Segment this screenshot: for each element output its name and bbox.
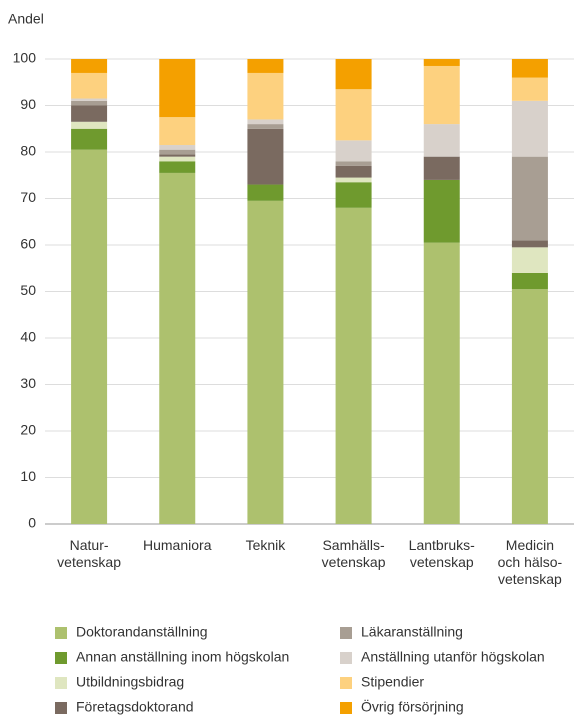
bar-segment [71, 128, 108, 150]
y-tick-label: 20 [20, 422, 36, 438]
bar-segment [423, 156, 460, 180]
legend-swatch [340, 677, 352, 689]
bar-segment [423, 65, 460, 125]
bar-segment [511, 272, 548, 290]
bar-segment [71, 149, 108, 525]
bar-segment [423, 242, 460, 525]
bar-segment [159, 59, 196, 118]
bar-segment [71, 105, 108, 122]
y-tick-label: 50 [20, 282, 36, 298]
x-tick-label: Medicin och hälso-vetenskap [498, 537, 563, 587]
legend-swatch [340, 652, 352, 664]
bar-segment [511, 59, 548, 78]
bar-segment [159, 145, 196, 150]
legend-label: Läkaranställning [361, 624, 463, 640]
legend-swatch [340, 702, 352, 714]
bar-segment [335, 177, 372, 183]
y-tick-label: 100 [13, 50, 37, 66]
bar-segment [159, 172, 196, 525]
legend-label: Företagsdoktorand [76, 699, 194, 715]
x-tick-label: Humaniora [143, 537, 212, 553]
x-tick-label: Natur-vetenskap [57, 537, 121, 570]
bar-segment [71, 59, 108, 73]
legend-swatch [55, 677, 67, 689]
legend-swatch [55, 702, 67, 714]
bar-segment [159, 161, 196, 173]
legend-label: Doktorandanställning [76, 624, 208, 640]
legend-swatch [55, 652, 67, 664]
bar-segment [511, 100, 548, 157]
bar-segment [247, 124, 284, 129]
bar-segment [71, 100, 108, 106]
bar-segment [247, 184, 284, 201]
bar-segment [159, 149, 196, 155]
legend-label: Övrig försörjning [361, 698, 464, 715]
y-axis-label: Andel [8, 11, 44, 27]
bar-segment [335, 182, 372, 208]
bar-segment [247, 128, 284, 185]
x-tick-label: Teknik [246, 537, 287, 553]
bar-segment [159, 156, 196, 162]
y-tick-label: 70 [20, 189, 36, 205]
legend-label: Stipendier [361, 674, 424, 690]
bar-segment [335, 59, 372, 90]
y-tick-label: 80 [20, 143, 36, 159]
bar-segment [247, 72, 284, 120]
bar-segment [159, 154, 196, 157]
y-tick-label: 10 [20, 468, 36, 484]
bar-segment [71, 72, 108, 99]
x-tick-label: Lantbruks-vetenskap [409, 537, 475, 570]
bar-segment [71, 98, 108, 101]
legend-swatch [55, 627, 67, 639]
bar-segment [511, 156, 548, 241]
bar-segment [511, 247, 548, 273]
bar-segment [159, 117, 196, 146]
bar-segment [335, 89, 372, 141]
y-tick-label: 40 [20, 329, 36, 345]
bar-segment [511, 240, 548, 248]
bar-segment [335, 140, 372, 162]
y-tick-label: 60 [20, 236, 36, 252]
bar-segment [335, 161, 372, 166]
bar-segment [423, 179, 460, 243]
y-tick-label: 30 [20, 375, 36, 391]
x-tick-label: Samhälls-vetenskap [322, 537, 386, 570]
bar-segment [247, 59, 284, 73]
legend-label: Anställning utanför högskolan [361, 649, 545, 665]
legend-swatch [340, 627, 352, 639]
bar-segment [511, 77, 548, 101]
bar-segment [247, 119, 284, 125]
y-tick-label: 90 [20, 96, 36, 112]
bar-segment [511, 289, 548, 524]
legend-label: Utbildningsbidrag [76, 674, 184, 690]
bar-segment [335, 207, 372, 525]
bar-segment [423, 124, 460, 157]
bar-segment [335, 165, 372, 178]
bar-segment [71, 121, 108, 129]
bar-segment [423, 59, 460, 66]
bar-segment [247, 200, 284, 524]
legend-label: Annan anställning inom högskolan [76, 649, 289, 665]
y-tick-label: 0 [28, 515, 36, 531]
